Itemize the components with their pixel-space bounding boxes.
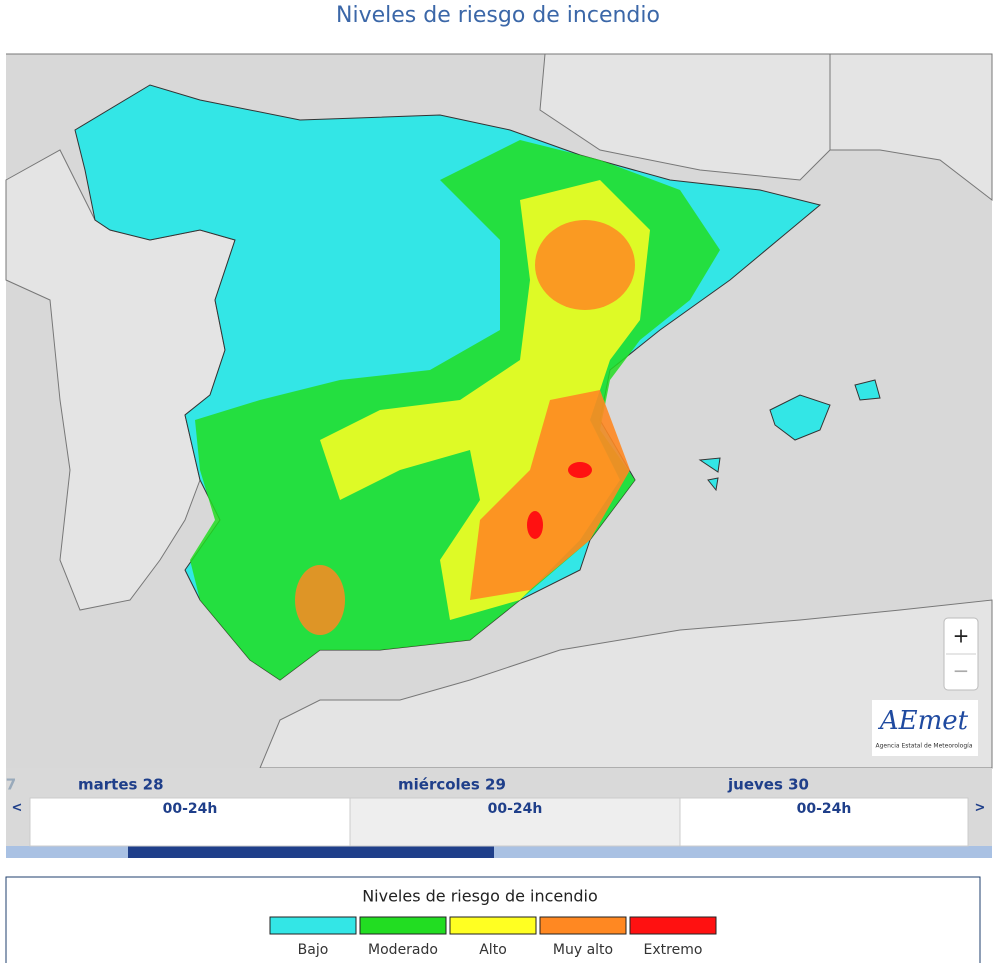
very-high-zone bbox=[295, 565, 345, 635]
logo-brand: AEmet bbox=[878, 706, 969, 736]
legend-label: Muy alto bbox=[553, 942, 613, 958]
next-button[interactable]: > bbox=[975, 801, 986, 816]
very-high-zone bbox=[535, 220, 635, 310]
period-cell[interactable] bbox=[679, 797, 969, 847]
period-label[interactable]: 00-24h bbox=[163, 801, 218, 817]
day-label: jueves 30 bbox=[727, 776, 809, 794]
very-high-zone bbox=[470, 390, 630, 600]
prev-day: 7 bbox=[6, 776, 16, 794]
period-label[interactable]: 00-24h bbox=[797, 801, 852, 817]
legend-label: Extremo bbox=[644, 942, 703, 958]
period-label[interactable]: 00-24h bbox=[488, 801, 543, 817]
logo-subtitle: Agencia Estatal de Meteorología bbox=[876, 743, 973, 750]
legend-title: Niveles de riesgo de incendio bbox=[362, 887, 598, 906]
map[interactable]: + − AEmet Agencia Estatal de Meteorologí… bbox=[5, 53, 993, 769]
logo-box bbox=[872, 700, 978, 756]
legend-swatch bbox=[359, 916, 447, 935]
page-title: Niveles de riesgo de incendio bbox=[336, 3, 660, 28]
zoom-in[interactable]: + bbox=[953, 624, 970, 648]
day-label: martes 28 bbox=[78, 776, 164, 794]
balearics bbox=[698, 379, 881, 492]
zoom-out[interactable]: − bbox=[953, 659, 970, 683]
extreme-zone bbox=[527, 511, 543, 539]
legend-swatch bbox=[269, 916, 357, 935]
day-label: miércoles 29 bbox=[398, 776, 506, 794]
legend-label: Moderado bbox=[368, 942, 438, 958]
prev-button[interactable]: < bbox=[12, 801, 23, 816]
legend-swatch bbox=[449, 916, 537, 935]
legend-label: Bajo bbox=[298, 942, 329, 958]
timeline: 7 < > martes 28 00-24h miércoles 29 00-24h j… bbox=[6, 768, 992, 858]
africa bbox=[259, 599, 993, 769]
legend-swatch bbox=[539, 916, 627, 935]
progress-range bbox=[128, 846, 494, 858]
extreme-zone bbox=[568, 462, 592, 478]
legend-swatch bbox=[629, 916, 717, 935]
legend: Bajo Moderado Alto Muy alto Extremo bbox=[269, 916, 717, 958]
legend-label: Alto bbox=[479, 942, 507, 958]
france bbox=[6, 53, 993, 202]
